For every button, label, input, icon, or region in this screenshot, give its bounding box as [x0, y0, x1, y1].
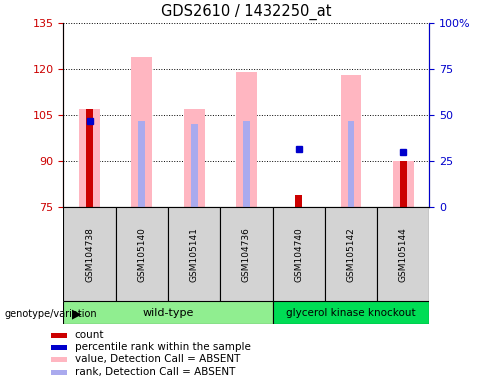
Bar [400, 161, 407, 207]
Text: value, Detection Call = ABSENT: value, Detection Call = ABSENT [75, 354, 240, 364]
Text: percentile rank within the sample: percentile rank within the sample [75, 342, 250, 352]
FancyBboxPatch shape [63, 301, 273, 324]
FancyBboxPatch shape [273, 301, 429, 324]
Bar [86, 109, 93, 207]
FancyBboxPatch shape [273, 207, 325, 301]
Text: genotype/variation: genotype/variation [5, 309, 98, 319]
FancyBboxPatch shape [377, 207, 429, 301]
Bar [131, 57, 152, 207]
Text: GSM105144: GSM105144 [399, 227, 408, 282]
Text: GSM104738: GSM104738 [85, 227, 94, 282]
Text: wild-type: wild-type [142, 308, 194, 318]
Bar [51, 333, 67, 338]
Bar [139, 121, 145, 207]
Text: rank, Detection Call = ABSENT: rank, Detection Call = ABSENT [75, 367, 235, 377]
Bar [243, 121, 250, 207]
Bar [51, 370, 67, 374]
Bar [183, 109, 204, 207]
Title: GDS2610 / 1432250_at: GDS2610 / 1432250_at [161, 4, 332, 20]
Text: ▶: ▶ [72, 308, 82, 321]
Bar [191, 124, 198, 207]
Bar [79, 109, 100, 207]
FancyBboxPatch shape [325, 207, 377, 301]
FancyBboxPatch shape [116, 207, 168, 301]
Bar [86, 121, 93, 207]
Text: GSM105142: GSM105142 [346, 227, 356, 282]
Bar [347, 121, 354, 207]
FancyBboxPatch shape [220, 207, 273, 301]
Bar [393, 161, 414, 207]
FancyBboxPatch shape [168, 207, 220, 301]
Text: glycerol kinase knockout: glycerol kinase knockout [286, 308, 416, 318]
Text: count: count [75, 330, 104, 340]
Bar [236, 72, 257, 207]
Bar [295, 195, 302, 207]
Bar [51, 345, 67, 350]
FancyBboxPatch shape [63, 207, 116, 301]
Bar [341, 75, 362, 207]
Bar [51, 358, 67, 362]
Text: GSM105141: GSM105141 [190, 227, 199, 282]
Text: GSM105140: GSM105140 [137, 227, 146, 282]
Text: GSM104740: GSM104740 [294, 227, 303, 282]
Text: GSM104736: GSM104736 [242, 227, 251, 282]
